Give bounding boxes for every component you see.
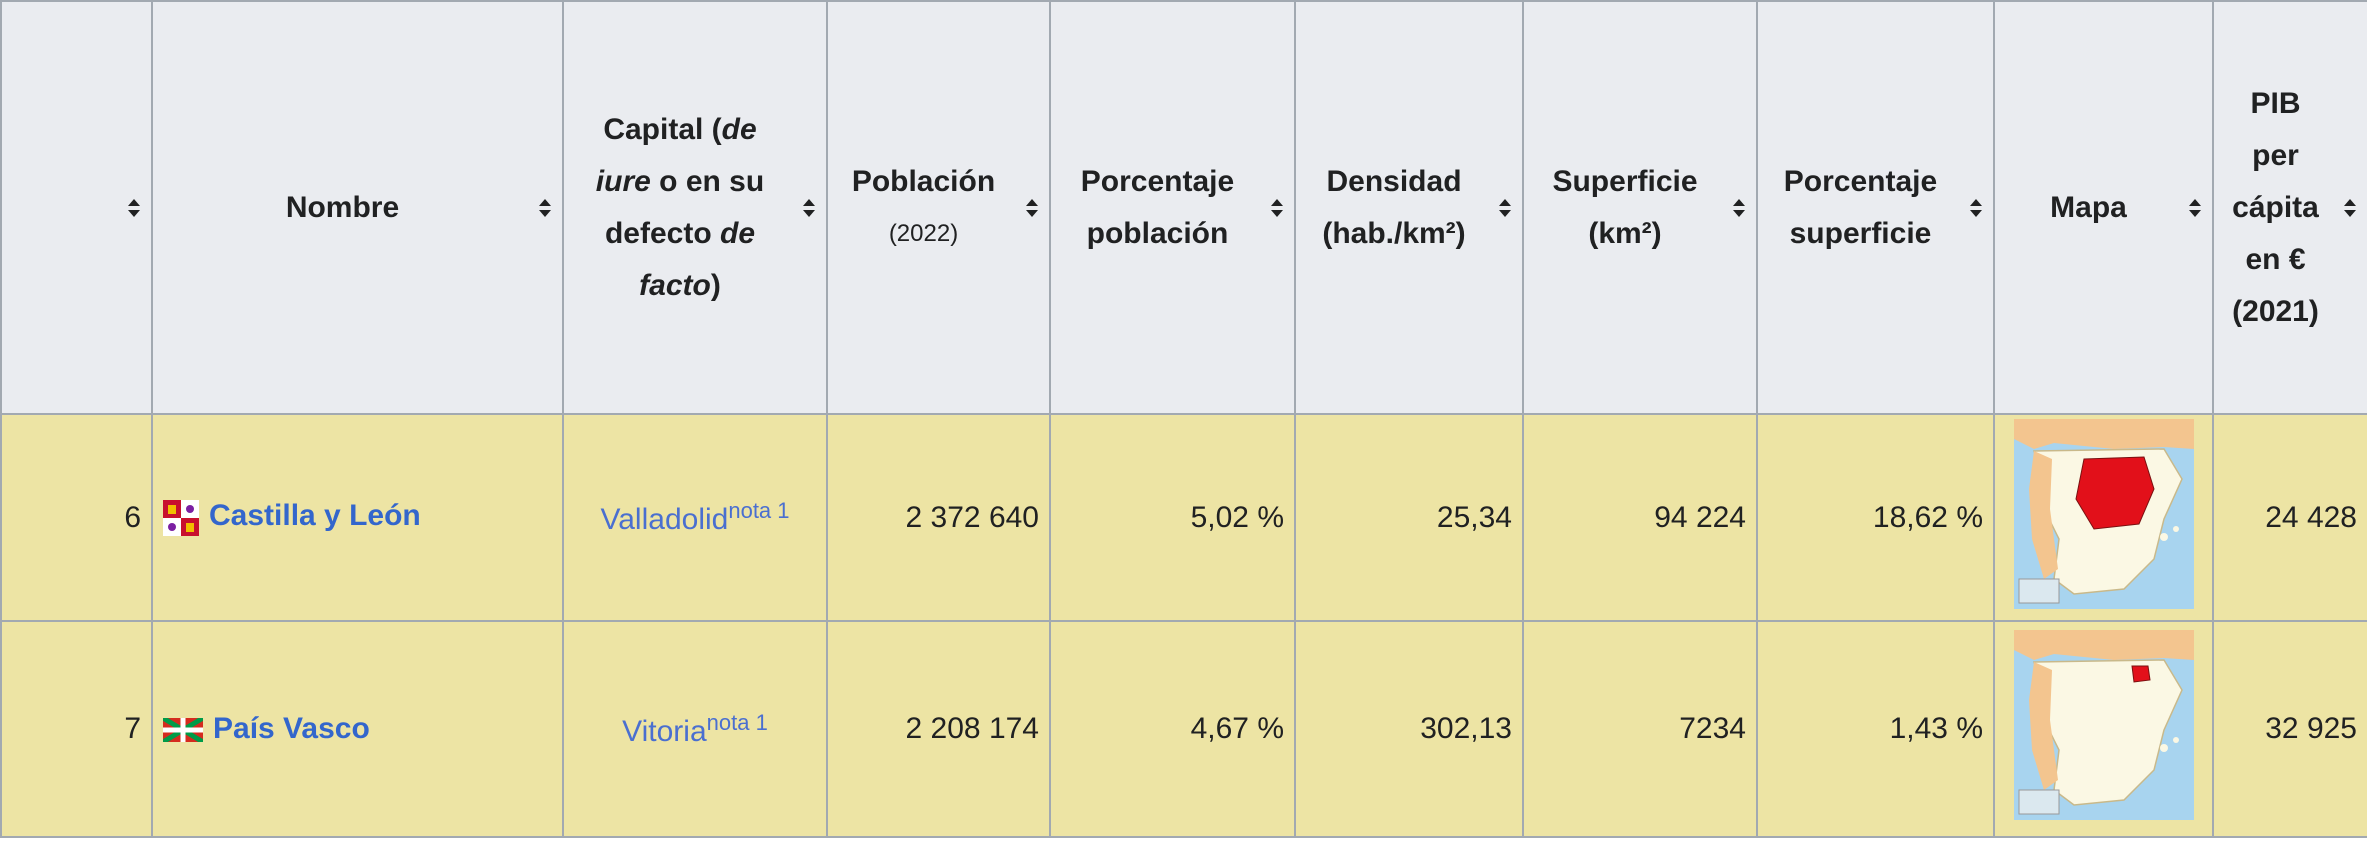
flag [161, 715, 205, 745]
column-header[interactable]: Densidad (hab./km²) [1294, 0, 1524, 415]
column-header[interactable]: Porcentaje población [1049, 0, 1296, 415]
header-text: de iure [595, 112, 757, 198]
sort-icon[interactable] [802, 198, 816, 218]
rank: 6 [0, 413, 153, 622]
header-text: Porcentaje superficie [1783, 164, 1938, 250]
header-text: (hab./km²) [1322, 216, 1466, 250]
header-text: o en su defecto [604, 164, 765, 250]
cell-area-pct: 18,62 % [1756, 413, 1995, 622]
region-link[interactable]: País Vasco [213, 712, 370, 745]
cell-gdp: 24 428 [2212, 413, 2367, 622]
column-header[interactable]: Superficie (km²) [1522, 0, 1758, 415]
column-header[interactable]: Capital (de iure o en su defecto de fact… [562, 0, 828, 415]
header-text: de facto [639, 216, 756, 302]
sort-icon[interactable] [2343, 198, 2357, 218]
region-name[interactable]: Castilla y León [151, 413, 564, 622]
capital-link[interactable]: Valladolid [600, 503, 729, 536]
cell-population: 2 208 174 [826, 620, 1051, 838]
header-text: PIB per cápita en € (2021) [2232, 86, 2319, 328]
column-header[interactable]: Nombre [151, 0, 564, 415]
cell-population-pct: 4,67 % [1049, 620, 1296, 838]
cell-population-pct: 5,02 % [1049, 413, 1296, 622]
cell-density: 302,13 [1294, 620, 1524, 838]
header-text: ) [710, 268, 721, 302]
header-text: Mapa [2050, 190, 2127, 224]
sort-icon[interactable] [1270, 198, 1284, 218]
map [2013, 630, 2194, 820]
column-header[interactable]: Porcentaje superficie [1756, 0, 1995, 415]
header-text: Superficie [1552, 164, 1698, 198]
flag [163, 499, 199, 536]
map-cell [1993, 620, 2214, 838]
header-text: Densidad [1326, 164, 1462, 198]
map [2013, 418, 2194, 609]
cell-gdp: 32 925 [2212, 620, 2367, 838]
map-cell [1993, 413, 2214, 622]
header-text: Porcentaje población [1080, 164, 1235, 250]
column-header[interactable]: PIB per cápita en € (2021) [2212, 0, 2367, 415]
header-text: Población [851, 164, 996, 198]
cell-density: 25,34 [1294, 413, 1524, 622]
sort-header[interactable] [0, 0, 153, 415]
header-text: (km²) [1588, 216, 1662, 250]
region-name[interactable]: País Vasco [151, 620, 564, 838]
rank: 7 [0, 620, 153, 838]
cell-area: 94 224 [1522, 413, 1758, 622]
sort-icon[interactable] [538, 198, 552, 218]
capital-link[interactable]: Vitoria [622, 714, 707, 748]
column-header[interactable]: Población (2022) [826, 0, 1051, 415]
cell-area-pct: 1,43 % [1756, 620, 1995, 838]
column-header[interactable]: Mapa [1993, 0, 2214, 415]
header-text: Capital ( [603, 112, 722, 146]
cell-area: 7234 [1522, 620, 1758, 838]
header-row: Nombre Capital (de iure o en su defecto d… [0, 0, 2367, 415]
cell-population: 2 372 640 [826, 413, 1051, 622]
sort-icon[interactable] [1732, 198, 1746, 218]
header-text: (2022) [888, 219, 959, 247]
sort-icon[interactable] [1969, 198, 1983, 218]
sort-icon[interactable] [127, 198, 141, 218]
note-link[interactable]: nota 1 [728, 498, 790, 523]
note-link[interactable]: nota 1 [706, 709, 768, 735]
capital: Valladolidnota 1 [562, 413, 828, 622]
sort-icon[interactable] [2188, 198, 2202, 218]
capital: Vitorianota 1 [562, 620, 828, 838]
sort-icon[interactable] [1498, 198, 1512, 218]
sort-icon[interactable] [1025, 198, 1039, 218]
header-text: Nombre [285, 190, 400, 224]
region-link[interactable]: Castilla y León [209, 499, 421, 533]
